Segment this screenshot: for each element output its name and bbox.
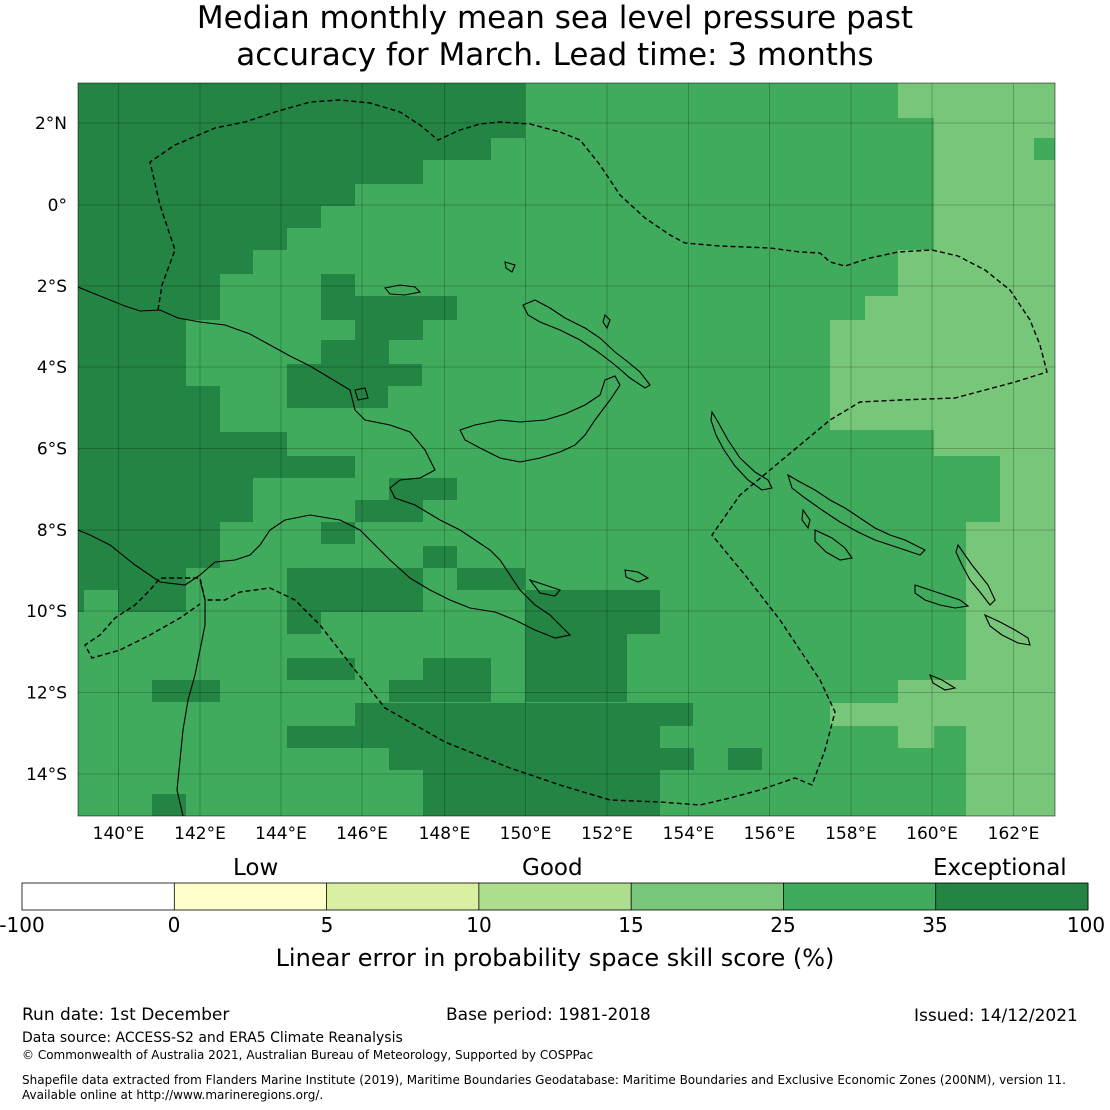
- coastline-makira: [983, 613, 1031, 646]
- skill-band-exceptional-west: [78, 340, 355, 612]
- colorbar-frame: [21, 882, 1089, 911]
- colorbar-segment: [478, 883, 632, 910]
- run-date: Run date: 1st December: [22, 1005, 230, 1025]
- copyright: © Commonwealth of Australia 2021, Austra…: [22, 1048, 594, 1062]
- colorbar-tick: 5: [320, 913, 334, 937]
- map-panel: 140°E 142°E 144°E 146°E 148°E 150°E 152°E 154°E…: [26, 82, 1056, 844]
- shapefile-credit: Shapefile data extracted from Flanders M…: [22, 1073, 1066, 1087]
- coastline-rennell: [929, 674, 957, 691]
- title-line-1: Median monthly mean sea level pressure p…: [196, 0, 914, 36]
- coastline-islet: [354, 387, 369, 401]
- colorbar-segments: [22, 883, 1089, 910]
- latitude-labels: 2°N 0° 2°S 4°S 6°S 8°S 10°S 12°S 14°S: [26, 114, 67, 785]
- longitude-label: 158°E: [825, 824, 877, 844]
- coastline-islet: [602, 313, 611, 330]
- coastline-rossel: [624, 569, 650, 583]
- colorbar-tick: 15: [618, 913, 644, 937]
- latitude-label: 2°N: [35, 114, 67, 134]
- colorbar-segment: [174, 883, 328, 910]
- colorbar-tick: 35: [922, 913, 948, 937]
- longitude-label: 160°E: [906, 824, 958, 844]
- longitude-label: 154°E: [663, 824, 715, 844]
- latitude-label: 8°S: [37, 521, 67, 541]
- chart-title: Median monthly mean sea level pressure p…: [0, 0, 1110, 74]
- eez-boundary-png: [84, 99, 1048, 806]
- coastline-new-georgia: [814, 529, 853, 561]
- colorbar-dividers: [173, 883, 937, 910]
- colorbar: [21, 882, 1089, 911]
- longitude-label: 152°E: [581, 824, 633, 844]
- skill-band-exceptional-nw: [78, 83, 525, 340]
- latitude-label: 6°S: [37, 440, 67, 460]
- title-line-2: accuracy for March. Lead time: 3 months: [236, 37, 874, 73]
- base-period: Base period: 1981-2018: [446, 1005, 651, 1025]
- latitude-label: 2°S: [37, 277, 67, 297]
- coastline-bougainville: [710, 410, 773, 491]
- colorbar-category-exceptional: Exceptional: [933, 855, 1067, 881]
- colorbar-category-low: Low: [233, 855, 279, 881]
- colorbar-segment: [783, 883, 937, 910]
- latitude-label: 0°: [48, 196, 67, 216]
- eez-boundaries: [84, 99, 1048, 806]
- longitude-label: 146°E: [336, 824, 388, 844]
- longitude-label: 150°E: [500, 824, 552, 844]
- latitude-label: 14°S: [26, 765, 67, 785]
- coastline-new-ireland: [522, 299, 651, 389]
- longitude-label: 144°E: [255, 824, 307, 844]
- coastline-cape-york: [176, 579, 206, 816]
- colorbar-segment: [935, 883, 1089, 910]
- colorbar-segment: [22, 883, 175, 910]
- longitude-label: 148°E: [419, 824, 471, 844]
- colorbar-label: Linear error in probability space skill …: [275, 944, 835, 972]
- coastline-santa-isabel: [787, 473, 926, 556]
- coastline-malaita: [955, 543, 996, 606]
- coastline-guadalcanal: [914, 584, 970, 609]
- map-frame: [77, 82, 1056, 817]
- data-source: Data source: ACCESS-S2 and ERA5 Climate …: [22, 1030, 403, 1046]
- skill-cells-exceptional: [152, 274, 762, 816]
- coastline-fergusson: [528, 578, 561, 597]
- graticule: [78, 83, 1055, 816]
- colorbar-category-good: Good: [522, 855, 583, 881]
- colorbar-segment: [326, 883, 480, 910]
- longitude-label: 140°E: [93, 824, 145, 844]
- latitude-label: 12°S: [26, 684, 67, 704]
- colorbar-tick: 0: [167, 913, 181, 937]
- colorbar-tick: -100: [0, 913, 45, 937]
- colorbar-segment: [631, 883, 784, 910]
- coastlines: [78, 261, 1031, 816]
- longitude-label: 162°E: [988, 824, 1040, 844]
- coastline-islet: [504, 261, 516, 273]
- skill-cell: [1034, 138, 1055, 160]
- latitude-label: 4°S: [37, 358, 67, 378]
- longitude-labels: 140°E 142°E 144°E 146°E 148°E 150°E 152°E 154°E…: [93, 824, 1040, 844]
- coastline-new-britain: [459, 375, 621, 463]
- latitude-label: 10°S: [26, 602, 67, 622]
- longitude-label: 142°E: [174, 824, 226, 844]
- colorbar-tick: 10: [466, 913, 492, 937]
- coastline-choiseul: [801, 508, 811, 530]
- coastline-manus: [383, 284, 422, 296]
- shapefile-url: Available online at http://www.marinereg…: [22, 1088, 324, 1102]
- colorbar-tick: 100: [1066, 913, 1106, 937]
- coastline-new-guinea: [78, 286, 572, 639]
- issued-date: Issued: 14/12/2021: [914, 1006, 1078, 1026]
- colorbar-tick: 25: [770, 913, 796, 937]
- longitude-label: 156°E: [744, 824, 796, 844]
